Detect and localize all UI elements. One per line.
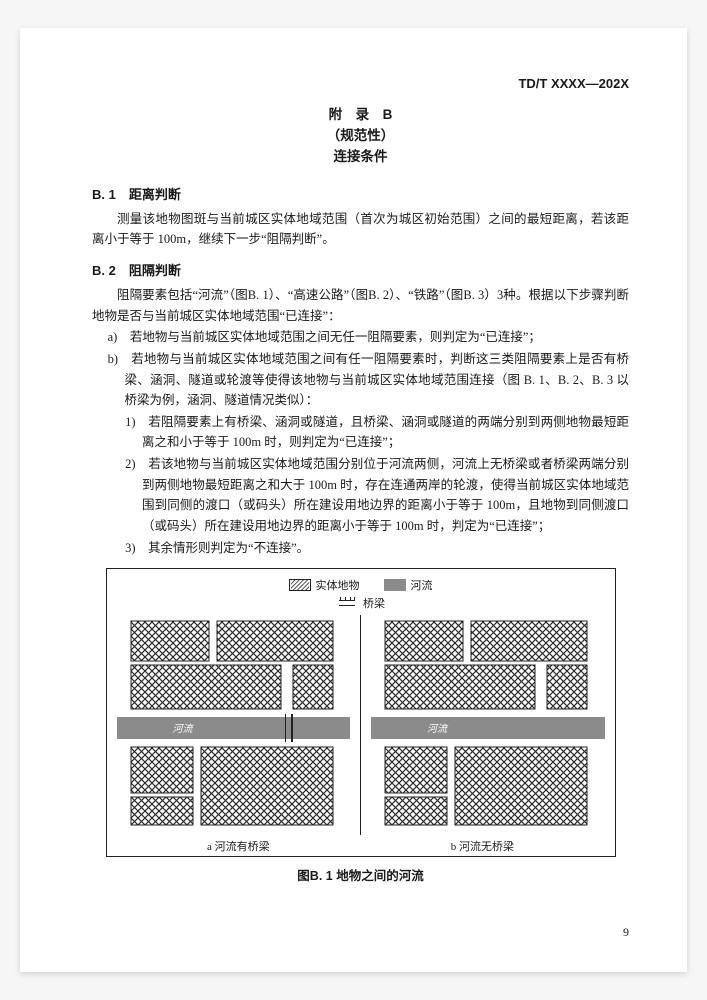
sub-captions: a 河流有桥梁 b 河流无桥梁	[117, 838, 605, 854]
list-item-b2: 2) 若该地物与当前城区实体地域范围分别位于河流两侧，河流上无桥梁或者桥梁两端分…	[92, 454, 629, 537]
figure-caption: 图B. 1 地物之间的河流	[106, 865, 616, 884]
river-swatch-icon	[384, 579, 406, 591]
list-item-a: a) 若地物与当前城区实体地域范围之间无任一阻隔要素，则判定为“已连接”；	[92, 327, 629, 348]
figure-b1: 实体地物 河流 桥梁	[106, 568, 616, 884]
bridge-a-icon	[283, 714, 295, 742]
legend-entity: 实体地物	[289, 577, 360, 593]
list-item-b1: 1) 若阻隔要素上有桥梁、涵洞或隧道，且桥梁、涵洞或隧道的两端分别到两侧地物最短…	[92, 412, 629, 453]
river-b	[371, 717, 605, 739]
legend-river: 河流	[384, 577, 433, 593]
bridge-glyph-icon	[336, 598, 358, 608]
river-label-a: 河流	[173, 720, 193, 735]
document-number: TD/T XXXX—202X	[92, 76, 629, 91]
panel-a: 河流	[117, 615, 351, 835]
figure-legend: 实体地物 河流	[117, 577, 605, 593]
section-b2-para: 阻隔要素包括“河流”（图B. 1）、“高速公路”（图B. 2）、“铁路”（图B.…	[92, 285, 629, 326]
figure-panels: 河流 河流	[117, 615, 605, 835]
legend-river-label: 河流	[411, 577, 433, 593]
panel-divider	[360, 615, 361, 835]
river-a	[117, 717, 351, 739]
appendix-title: 附 录 B （规范性） 连接条件	[92, 105, 629, 168]
appendix-line-3: 连接条件	[92, 147, 629, 168]
page: TD/T XXXX—202X 附 录 B （规范性） 连接条件 B. 1 距离判…	[20, 28, 687, 972]
river-label-b: 河流	[427, 720, 447, 735]
section-b1-para: 测量该地物图斑与当前城区实体地域范围（首次为城区初始范围）之间的最短距离，若该距…	[92, 209, 629, 250]
appendix-line-2: （规范性）	[92, 126, 629, 147]
sub-caption-b: b 河流无桥梁	[451, 838, 514, 854]
list-item-b3: 3) 其余情形则判定为“不连接”。	[92, 538, 629, 559]
panel-b: 河流	[371, 615, 605, 835]
sub-caption-a: a 河流有桥梁	[207, 838, 270, 854]
section-b1-head: B. 1 距离判断	[92, 184, 629, 203]
figure-border: 实体地物 河流 桥梁	[106, 568, 616, 857]
hatch-swatch-icon	[289, 579, 311, 591]
page-number: 9	[623, 925, 629, 940]
appendix-line-1: 附 录 B	[92, 105, 629, 126]
section-b2-head: B. 2 阻隔判断	[92, 260, 629, 279]
list-item-b: b) 若地物与当前城区实体地域范围之间有任一阻隔要素时，判断这三类阻隔要素上是否…	[92, 349, 629, 411]
legend-bridge-label: 桥梁	[363, 595, 385, 611]
legend-entity-label: 实体地物	[316, 577, 360, 593]
legend-bridge: 桥梁	[117, 595, 605, 611]
